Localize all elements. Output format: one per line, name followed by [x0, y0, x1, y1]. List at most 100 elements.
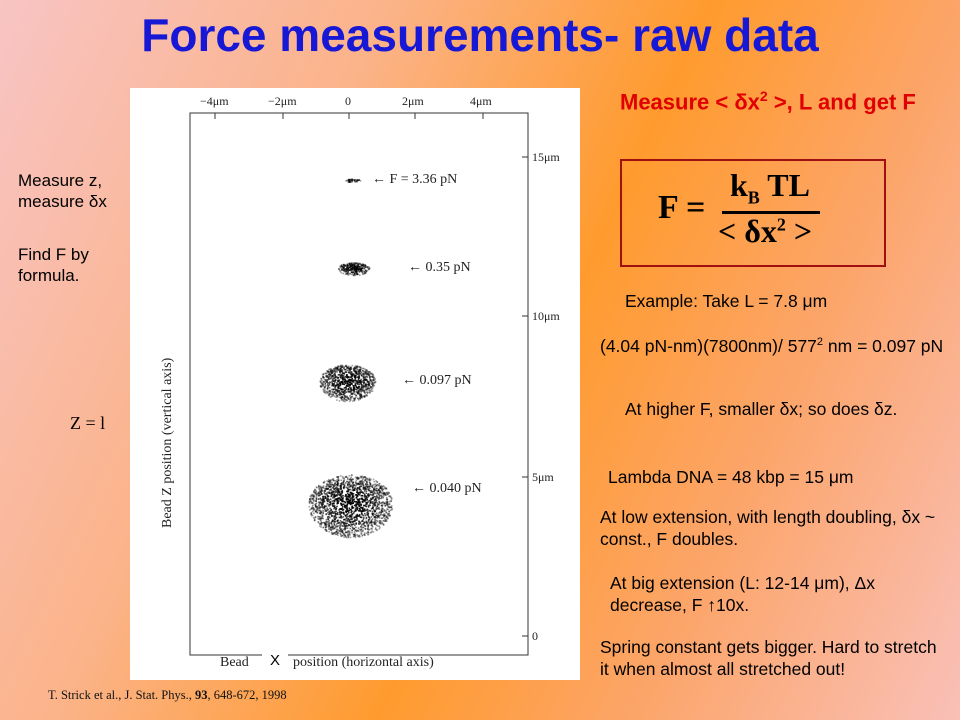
speckle	[378, 512, 380, 514]
note: Lambda DNA = 48 kbp = 15 μm	[608, 467, 854, 487]
speckle	[327, 518, 330, 521]
speckle	[330, 377, 332, 379]
speckle	[326, 499, 328, 501]
formula-numerator: kB TL	[730, 167, 810, 208]
speckle	[344, 386, 347, 389]
speckle	[350, 263, 352, 266]
speckle	[369, 502, 371, 505]
speckle	[336, 390, 339, 393]
speckle	[347, 488, 349, 490]
speckle	[337, 491, 339, 494]
speckle	[337, 393, 340, 396]
formula-den: >	[785, 213, 813, 249]
speckle	[344, 527, 346, 529]
note-sup: 2	[816, 336, 824, 348]
speckle	[355, 262, 358, 265]
speckle	[343, 377, 345, 379]
speckle	[334, 508, 337, 511]
speckle	[380, 487, 383, 490]
speckle	[363, 499, 365, 501]
speckle	[363, 509, 366, 511]
speckle	[342, 521, 345, 524]
speckle	[357, 381, 359, 384]
speckle	[334, 493, 336, 495]
speckle	[364, 264, 366, 266]
speckle	[354, 274, 357, 277]
speckle	[312, 508, 315, 511]
speckle	[366, 373, 369, 375]
speckle	[321, 522, 323, 524]
speckle	[362, 270, 364, 272]
speckle	[349, 514, 352, 517]
speckle	[353, 531, 356, 533]
speckle	[336, 505, 338, 508]
speckle	[372, 385, 374, 387]
speckle	[367, 384, 370, 386]
speckle	[341, 393, 343, 396]
speckle	[328, 373, 331, 375]
speckle	[364, 264, 366, 266]
speckle	[351, 492, 353, 495]
speckle	[349, 477, 352, 480]
speckle	[379, 491, 382, 494]
speckle	[372, 497, 374, 500]
speckle	[330, 371, 333, 373]
speckle	[325, 493, 327, 495]
speckle	[379, 520, 381, 522]
speckle	[365, 371, 367, 374]
speckle	[327, 371, 329, 373]
speckle	[327, 373, 330, 376]
speckle	[363, 508, 366, 510]
speckle	[363, 517, 365, 519]
speckle	[347, 397, 350, 400]
speckle	[321, 505, 323, 508]
speckle	[337, 391, 339, 394]
speckle	[333, 505, 335, 508]
speckle	[389, 495, 391, 497]
speckle	[340, 397, 342, 400]
speckle	[346, 367, 348, 369]
speckle	[341, 399, 344, 401]
speckle	[360, 389, 363, 392]
speckle	[345, 516, 348, 518]
speckle	[371, 388, 374, 390]
speckle	[323, 480, 326, 483]
speckle	[381, 514, 384, 516]
figure: −4μm −2μm 0 2μm 4μm 15μm 10μm 5μm 0 ← F …	[130, 88, 580, 680]
speckle	[327, 513, 330, 516]
speckle	[341, 375, 343, 377]
speckle	[342, 272, 344, 275]
speckle	[352, 262, 354, 264]
speckle	[328, 530, 330, 533]
speckle	[310, 494, 313, 497]
speckle	[385, 512, 388, 514]
speckle	[314, 516, 317, 518]
speckle	[332, 377, 334, 380]
speckle	[385, 501, 387, 503]
speckle	[368, 371, 370, 373]
speckle	[349, 527, 352, 530]
speckle	[364, 382, 367, 385]
speckle	[357, 266, 359, 268]
speckle	[359, 536, 361, 538]
speckle	[345, 527, 347, 529]
speckle	[366, 375, 368, 377]
speckle	[322, 383, 325, 385]
speckle	[386, 501, 389, 504]
speckle	[327, 484, 330, 487]
speckle	[383, 517, 386, 520]
speckle	[363, 389, 366, 392]
speckle	[343, 487, 345, 490]
speckle	[345, 398, 348, 401]
speckle	[358, 534, 361, 537]
speckle	[365, 370, 367, 372]
speckle	[310, 513, 312, 516]
speckle	[353, 393, 356, 396]
speckle	[322, 481, 325, 484]
speckle	[327, 370, 329, 373]
top-tick: −4μm	[200, 94, 229, 108]
speckle	[333, 494, 335, 497]
speckle	[348, 519, 351, 521]
speckle	[341, 396, 343, 399]
speckle	[346, 395, 349, 398]
